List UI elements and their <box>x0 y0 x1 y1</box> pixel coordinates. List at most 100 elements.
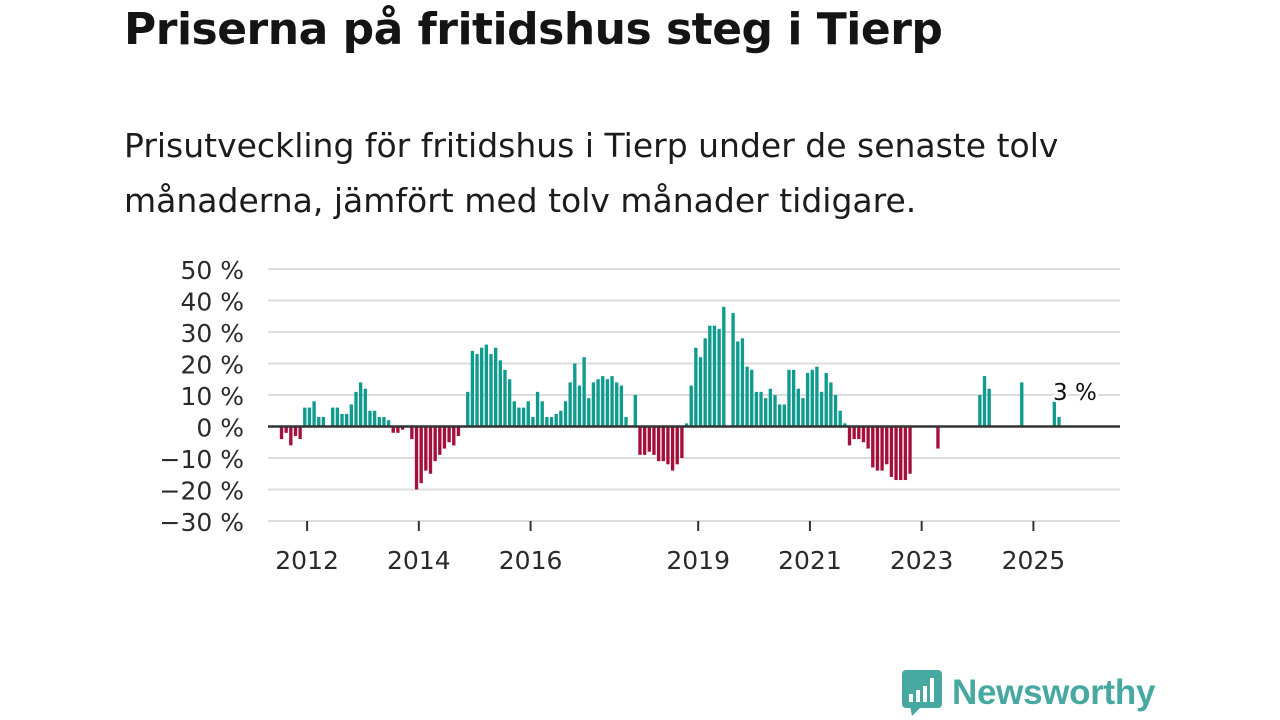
bar <box>312 401 316 427</box>
bar <box>796 388 800 427</box>
y-tick-label: 30 % <box>180 319 244 348</box>
bar <box>438 426 442 455</box>
bar <box>619 385 624 427</box>
bar <box>489 354 493 427</box>
bar <box>675 426 679 465</box>
bar <box>298 426 302 440</box>
bar <box>684 423 689 427</box>
bar <box>517 407 521 427</box>
bar <box>428 426 433 474</box>
bar <box>321 417 326 427</box>
bar <box>666 426 670 465</box>
chart-subtitle: Prisutveckling för fritidshus i Tierp un… <box>124 126 1059 220</box>
bar <box>568 382 572 427</box>
bar <box>1052 398 1057 427</box>
bar <box>987 388 991 427</box>
bar <box>400 426 405 430</box>
bar <box>414 426 419 490</box>
bar <box>526 401 530 427</box>
bar <box>289 426 293 446</box>
bar <box>670 426 675 471</box>
bar <box>470 350 475 427</box>
bar-series <box>268 306 1120 490</box>
bar <box>456 426 461 436</box>
x-tick-label: 2025 <box>1002 546 1066 575</box>
bar <box>708 325 712 427</box>
bar <box>698 357 703 427</box>
bar <box>559 410 563 427</box>
x-tick-label: 2023 <box>890 546 954 575</box>
bar <box>521 407 526 427</box>
bar <box>829 382 833 427</box>
bar <box>903 426 908 481</box>
bar <box>805 372 810 427</box>
bar <box>782 404 786 427</box>
y-tick-label: −20 % <box>160 477 244 506</box>
bar <box>633 395 638 427</box>
bar <box>936 426 940 449</box>
bar <box>498 360 502 427</box>
bar <box>480 347 484 427</box>
bar <box>372 410 377 427</box>
bar <box>680 426 684 458</box>
bar <box>354 391 358 427</box>
bar <box>466 391 470 427</box>
bar <box>591 382 596 427</box>
annotation: 3 % <box>1051 378 1100 409</box>
bar <box>419 426 423 484</box>
bar <box>601 376 605 427</box>
bar <box>582 357 586 427</box>
bar <box>363 388 367 427</box>
bar <box>410 426 414 440</box>
bar <box>791 369 796 427</box>
bar <box>801 398 805 427</box>
bar <box>345 413 349 427</box>
bar <box>815 366 819 427</box>
bar <box>750 369 754 427</box>
newsworthy-logo-icon <box>902 670 942 716</box>
bar <box>638 426 642 455</box>
bar <box>866 426 870 449</box>
bar <box>279 426 284 440</box>
bar <box>819 391 824 427</box>
bar <box>531 417 535 427</box>
bar <box>1057 417 1061 427</box>
bar <box>861 426 866 443</box>
bar <box>386 420 391 427</box>
bar <box>754 391 759 427</box>
bar <box>503 369 507 427</box>
bar <box>307 407 312 427</box>
bar <box>391 426 395 433</box>
bar <box>875 426 880 471</box>
bar <box>824 372 828 427</box>
bar <box>335 407 340 427</box>
bar <box>810 369 814 427</box>
bar <box>885 426 889 465</box>
bar <box>894 426 898 481</box>
bar <box>396 426 400 433</box>
bar <box>871 426 875 468</box>
x-tick-label: 2021 <box>778 546 842 575</box>
y-tick-label: −10 % <box>160 445 244 474</box>
bar <box>661 426 665 462</box>
bar <box>656 426 661 462</box>
bar <box>642 426 647 455</box>
bar <box>768 388 773 427</box>
bar <box>899 426 903 481</box>
bar <box>694 347 698 427</box>
bar <box>293 426 298 436</box>
bar <box>838 410 842 427</box>
y-tick-label: 50 % <box>180 256 244 285</box>
bar <box>689 385 693 427</box>
bar <box>540 401 544 427</box>
bar <box>303 407 307 427</box>
bar <box>512 401 516 427</box>
bar <box>843 423 847 427</box>
bar <box>615 382 619 427</box>
bar <box>647 426 651 452</box>
bar <box>703 338 707 427</box>
y-tick-label: 0 % <box>196 414 244 443</box>
bar <box>764 398 768 427</box>
bar <box>587 398 591 427</box>
y-tick-label: −30 % <box>160 508 244 537</box>
